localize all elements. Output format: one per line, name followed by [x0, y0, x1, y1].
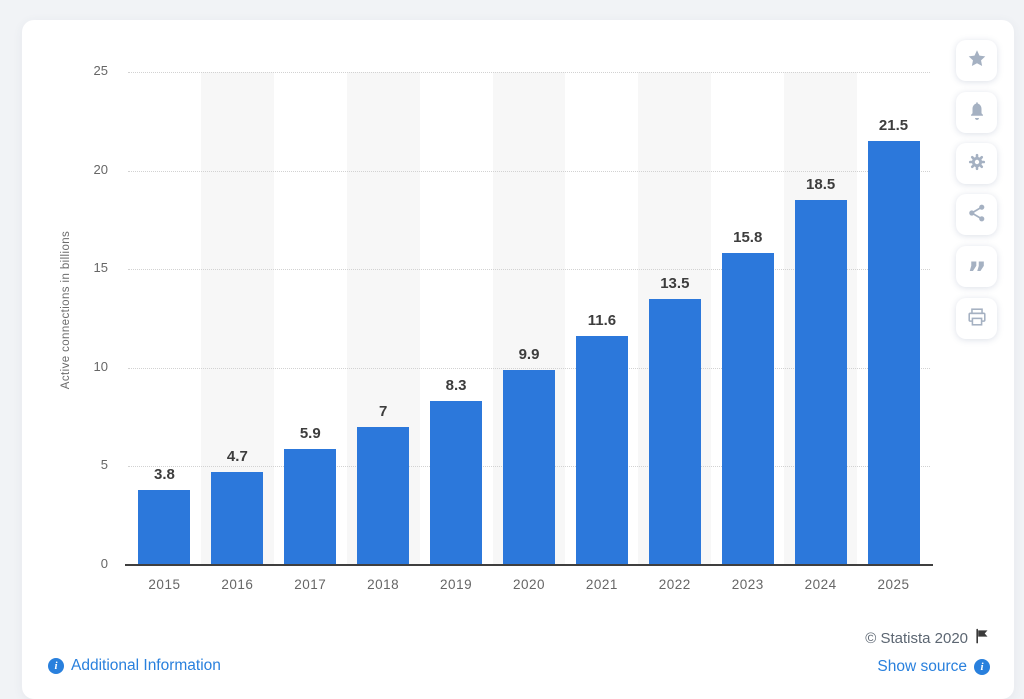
bar-value-label: 13.5	[660, 274, 690, 292]
favorite-button[interactable]	[956, 40, 997, 81]
bar-value-label: 5.9	[299, 424, 321, 442]
chart-plot-area: 0 5 10 15 20 25 3.8 2015 4.7 2016 5.9 2017 7 2018 8.3 2…	[94, 63, 933, 592]
bar-2023[interactable]	[721, 253, 774, 565]
x-tick-label: 2016	[221, 577, 254, 592]
bar-value-label: 15.8	[733, 229, 763, 247]
x-tick-label: 2020	[512, 577, 545, 592]
bar-value-label: 18.5	[806, 176, 836, 194]
y-tick-label: 20	[93, 161, 108, 177]
info-icon: i	[974, 659, 990, 675]
bar-value-label: 11.6	[587, 312, 617, 330]
y-tick-label: 0	[100, 556, 108, 571]
bar-2024[interactable]	[794, 200, 847, 565]
y-tick-label: 10	[93, 358, 108, 374]
bar-2020[interactable]	[503, 369, 555, 565]
bar-2017[interactable]	[284, 448, 337, 565]
star-icon	[966, 48, 988, 73]
copyright-label: © Statista 2020	[865, 630, 968, 647]
bar-value-label: 8.3	[445, 377, 467, 395]
x-tick-label: 2015	[148, 577, 181, 592]
x-tick-label: 2024	[804, 577, 837, 592]
settings-button[interactable]	[956, 143, 997, 184]
additional-information-link[interactable]: i Additional Information	[48, 657, 221, 675]
quote-icon: ”	[964, 252, 990, 291]
bar-2015[interactable]	[138, 490, 191, 565]
bar-2021[interactable]	[575, 336, 628, 565]
x-tick-label: 2019	[440, 577, 473, 592]
additional-information-label: Additional Information	[71, 657, 221, 674]
notifications-button[interactable]	[956, 92, 997, 133]
y-tick-label: 15	[93, 260, 108, 276]
share-icon	[966, 202, 988, 227]
gridline	[128, 72, 930, 73]
show-source-label: Show source	[877, 658, 967, 675]
show-source-link[interactable]: Show source i	[877, 658, 990, 676]
share-button[interactable]	[956, 194, 997, 235]
x-axis-line	[125, 564, 933, 566]
y-tick-label: 25	[93, 63, 108, 78]
x-tick-label: 2021	[585, 577, 618, 592]
flag-icon	[974, 628, 990, 649]
gridline	[128, 367, 930, 369]
bell-icon	[966, 100, 988, 125]
bar-2019[interactable]	[430, 401, 483, 565]
bar-value-label: 4.7	[226, 448, 248, 466]
bar-2022[interactable]	[648, 298, 701, 565]
chart-footer-right: © Statista 2020 Show source i	[865, 628, 990, 676]
x-tick-label: 2025	[877, 577, 910, 592]
info-icon: i	[48, 658, 64, 674]
gridline	[128, 170, 930, 172]
bar-2025[interactable]	[867, 141, 920, 565]
x-tick-label: 2018	[367, 577, 400, 592]
bar-value-label: 9.9	[518, 345, 540, 363]
bar-value-label: 7	[379, 402, 388, 420]
y-tick-label: 5	[100, 457, 108, 473]
bar-value-label: 21.5	[878, 117, 909, 135]
x-tick-label: 2022	[658, 577, 691, 592]
gear-icon	[966, 151, 988, 176]
copyright: © Statista 2020	[865, 628, 990, 649]
printer-icon	[966, 306, 988, 331]
gridline	[128, 269, 930, 271]
print-button[interactable]	[956, 298, 997, 339]
x-tick-label: 2017	[294, 577, 327, 592]
bar-2016[interactable]	[211, 472, 264, 565]
svg-text:”: ”	[967, 256, 987, 278]
cite-button[interactable]: ”	[956, 246, 997, 291]
x-tick-label: 2023	[731, 577, 764, 592]
chart-card: Active connections in billions 0 5 10 15 20 2…	[22, 20, 1014, 699]
bar-value-label: 3.8	[154, 466, 175, 484]
bar-2018[interactable]	[357, 426, 410, 565]
